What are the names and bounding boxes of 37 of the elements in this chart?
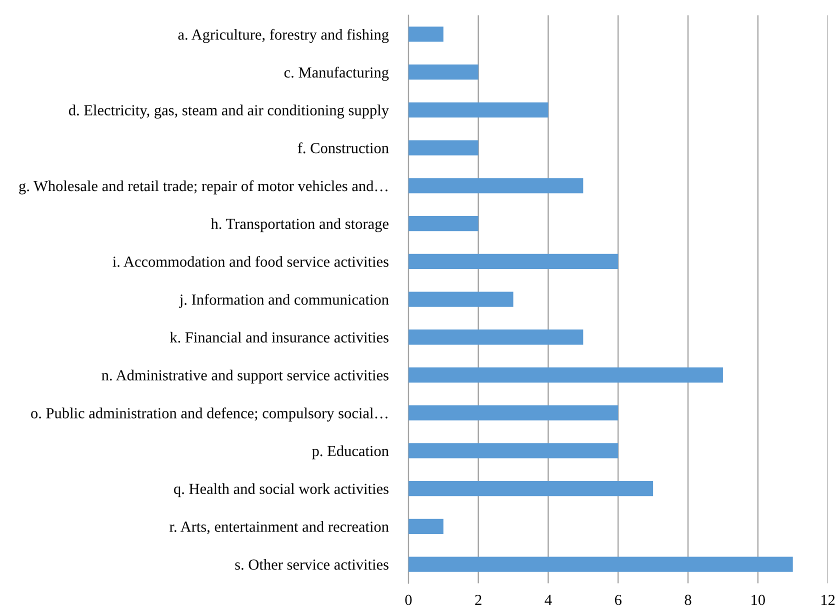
bar	[408, 178, 584, 194]
bar	[408, 102, 548, 118]
y-tick-label: h. Transportation and storage	[210, 218, 388, 232]
y-tick-label: o. Public administration and defence; compulsory social…	[31, 407, 388, 422]
x-tick-label: 8	[684, 594, 692, 606]
bar	[408, 405, 618, 420]
y-tick-label: j. Information and communication	[178, 294, 389, 308]
y-tick-label: a. Agriculture, forestry and fishing	[178, 28, 389, 43]
bar	[408, 556, 793, 572]
bar	[408, 254, 618, 269]
x-tick-label: 6	[614, 594, 622, 606]
x-tick-label: 4	[544, 594, 552, 605]
bar	[408, 26, 444, 42]
x-tick-label: 10	[752, 594, 765, 606]
y-tick-label: r. Arts, entertainment and recreation	[170, 521, 389, 534]
y-tick-label: s. Other service activities	[235, 559, 388, 570]
y-tick-label: c. Manufacturing	[284, 66, 389, 81]
y-tick-label: g. Wholesale and retail trade; repair of motor vehicles and…	[19, 180, 388, 194]
x-tick-label: 0	[405, 594, 412, 606]
y-tick-label: k. Financial and insurance activities	[170, 332, 388, 343]
bar	[408, 292, 514, 307]
bar	[408, 367, 723, 383]
y-tick-label: n. Administrative and support service activities	[102, 370, 388, 384]
bar	[408, 443, 618, 458]
bar	[408, 216, 478, 232]
y-tick-label: f. Construction	[298, 142, 389, 154]
y-tick-label: i. Accommodation and food service activities	[112, 256, 388, 267]
bar	[408, 518, 444, 534]
bar	[408, 140, 478, 156]
bar	[408, 64, 478, 80]
y-tick-label: q. Health and social work activities	[174, 483, 388, 498]
bar	[408, 330, 584, 345]
bar	[408, 481, 654, 496]
y-tick-label: p. Education	[312, 445, 389, 460]
x-tick-label: 12	[822, 594, 835, 605]
y-tick-label: d. Electricity, gas, steam and air conditioning supply	[68, 104, 389, 119]
x-tick-label: 2	[475, 594, 482, 605]
